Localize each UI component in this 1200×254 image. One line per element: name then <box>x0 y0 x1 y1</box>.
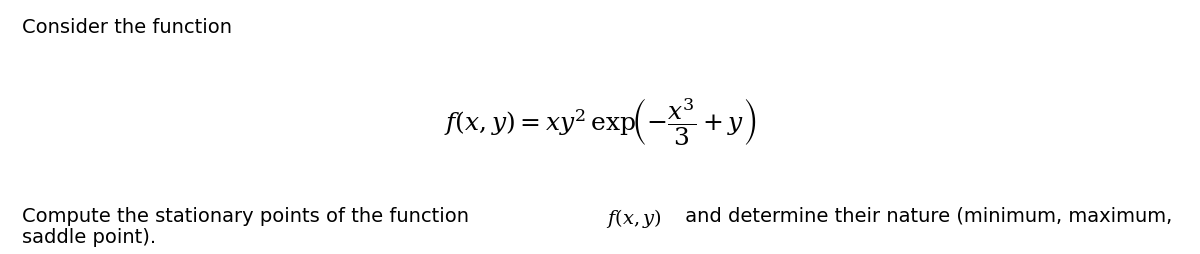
Text: saddle point).: saddle point). <box>22 227 156 246</box>
Text: Compute the stationary points of the function: Compute the stationary points of the fun… <box>22 206 475 225</box>
Text: $f(x,y) = xy^2 \, \mathrm{exp}\!\left(-\dfrac{x^3}{3} + y\right)$: $f(x,y) = xy^2 \, \mathrm{exp}\!\left(-\… <box>444 96 756 148</box>
Text: Consider the function: Consider the function <box>22 18 232 37</box>
Text: $f(x, y)$: $f(x, y)$ <box>606 206 662 229</box>
Text: and determine their nature (minimum, maximum,: and determine their nature (minimum, max… <box>679 206 1172 225</box>
